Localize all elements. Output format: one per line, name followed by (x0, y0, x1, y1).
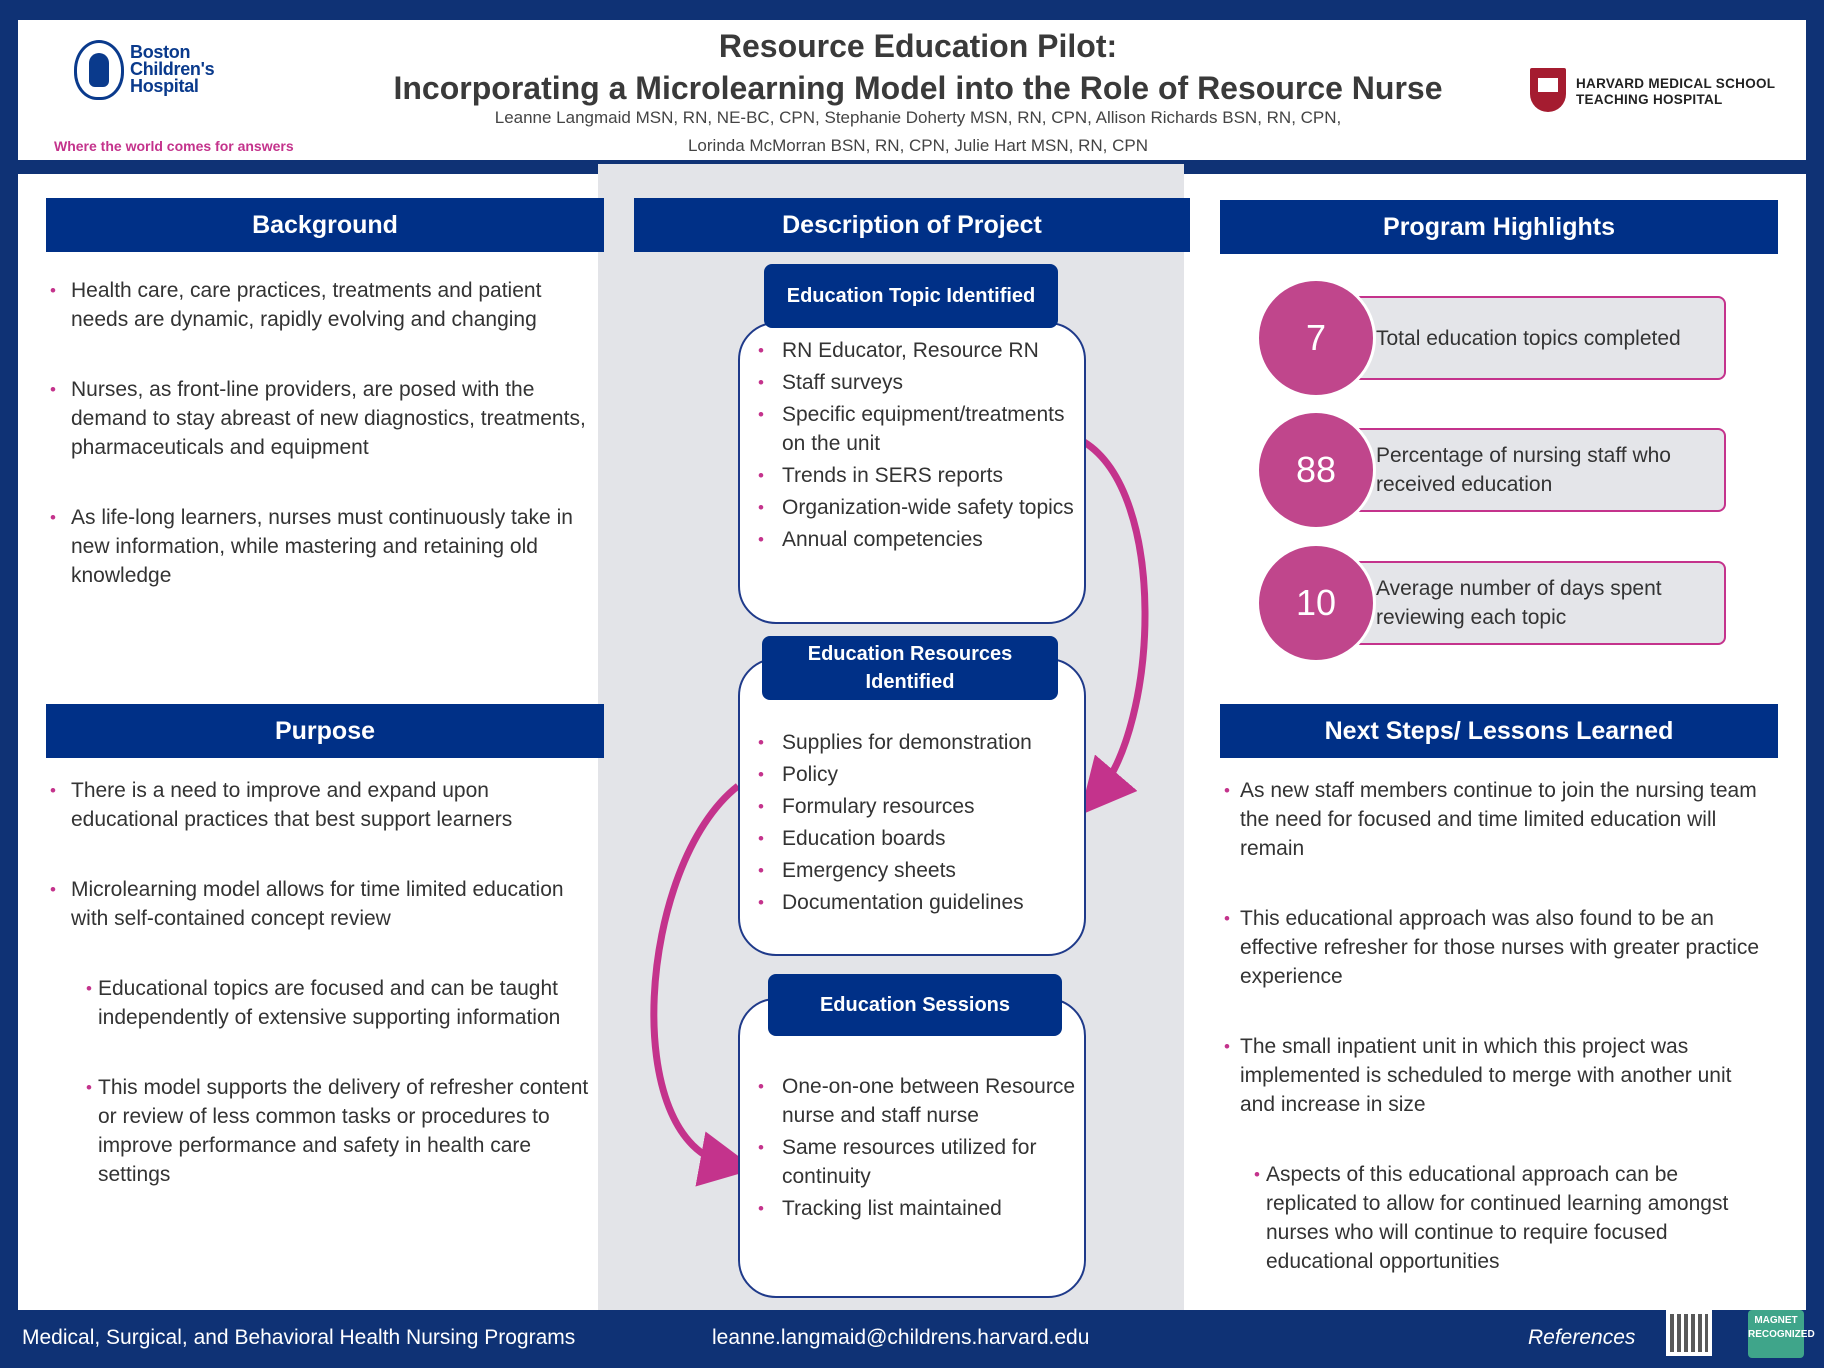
poster-title-line1: Resource Education Pilot: (718, 28, 1118, 64)
list-item: Health care, care practices, treatments … (46, 276, 586, 334)
resources-box-title: Education Resources Identified (762, 636, 1058, 700)
list-item: Specific equipment/treatments on the uni… (758, 400, 1078, 458)
hms-logo-text: HARVARD MEDICAL SCHOOL TEACHING HOSPITAL (1576, 76, 1776, 107)
references-link[interactable]: References (1528, 1326, 1636, 1349)
resources-box: Supplies for demonstration Policy Formul… (738, 658, 1086, 956)
list-item: There is a need to improve and expand up… (46, 776, 596, 834)
list-item: Trends in SERS reports (758, 461, 1078, 490)
highlight-value: 7 (1256, 278, 1376, 398)
topic-box: RN Educator, Resource RN Staff surveys S… (738, 322, 1086, 624)
list-item: Emergency sheets (758, 856, 1078, 885)
purpose-list: There is a need to improve and expand up… (46, 776, 596, 1230)
list-item: This educational approach was also found… (1220, 904, 1770, 991)
list-item: As new staff members continue to join th… (1220, 776, 1770, 863)
list-item: Policy (758, 760, 1078, 789)
list-item: RN Educator, Resource RN (758, 336, 1078, 365)
resources-list: Supplies for demonstration Policy Formul… (758, 728, 1078, 920)
magnet-badge: MAGNET RECOGNIZED (1748, 1310, 1815, 1358)
list-item: Formulary resources (758, 792, 1078, 821)
authors-line2: Lorinda McMorran BSN, RN, CPN, Julie Har… (687, 136, 1149, 155)
arrow-to-resources (1079, 439, 1149, 816)
highlight-value: 10 (1256, 543, 1376, 663)
sessions-list: One-on-one between Resource nurse and st… (758, 1072, 1078, 1226)
list-item: Education boards (758, 824, 1078, 853)
list-item: Same resources utilized for continuity (758, 1133, 1078, 1191)
sessions-box: One-on-one between Resource nurse and st… (738, 998, 1086, 1298)
poster-header: Boston Children's Hospital Where the wor… (18, 20, 1806, 158)
sessions-box-title: Education Sessions (768, 974, 1062, 1036)
highlight-pill (1336, 561, 1726, 645)
background-list: Health care, care practices, treatments … (46, 276, 586, 631)
list-item: Annual competencies (758, 525, 1078, 554)
highlight-topics: Total education topics completed 7 (1256, 278, 1736, 398)
list-item: The small inpatient unit in which this p… (1220, 1032, 1770, 1119)
poster-title-line2: Incorporating a Microlearning Model into… (393, 70, 1443, 106)
flow-arrows (650, 439, 1149, 1187)
poster-footer: Medical, Surgical, and Behavioral Health… (0, 1310, 1824, 1368)
mother-child-icon (74, 40, 124, 100)
highlight-value: 88 (1256, 410, 1376, 530)
arrow-to-sessions (650, 783, 756, 1187)
highlight-days: Average number of days spent reviewing e… (1256, 543, 1736, 663)
description-heading: Description of Project (634, 198, 1190, 252)
list-item: One-on-one between Resource nurse and st… (758, 1072, 1078, 1130)
list-item: Tracking list maintained (758, 1194, 1078, 1223)
program-name: Medical, Surgical, and Behavioral Health… (22, 1326, 576, 1349)
highlights-heading: Program Highlights (1220, 200, 1778, 254)
topic-box-title: Education Topic Identified (764, 264, 1058, 328)
logo-name: Boston Children's Hospital (130, 42, 215, 96)
list-item: Staff surveys (758, 368, 1078, 397)
list-item: Documentation guidelines (758, 888, 1078, 917)
highlight-label: Total education topics completed (1376, 326, 1681, 350)
highlight-label: Average number of days spent reviewing e… (1376, 577, 1662, 629)
topic-list: RN Educator, Resource RN Staff surveys S… (758, 336, 1078, 557)
list-subitem: This model supports the delivery of refr… (84, 1073, 596, 1189)
background-heading: Background (46, 198, 604, 252)
highlight-staff: Percentage of nursing staff who received… (1256, 410, 1736, 530)
logo-tagline: Where the world comes for answers (54, 138, 294, 154)
list-subitem: Educational topics are focused and can b… (84, 974, 596, 1032)
contact-email[interactable]: leanne.langmaid@childrens.harvard.edu (712, 1326, 1090, 1349)
purpose-heading: Purpose (46, 704, 604, 758)
authors-line1: Leanne Langmaid MSN, RN, NE-BC, CPN, Ste… (494, 108, 1342, 127)
list-item: Supplies for demonstration (758, 728, 1078, 757)
highlight-pill (1336, 296, 1726, 380)
list-item: Organization-wide safety topics (758, 493, 1078, 522)
qr-code-icon[interactable] (1666, 1310, 1712, 1356)
list-item: Nurses, as front-line providers, are pos… (46, 375, 586, 462)
list-subitem: Aspects of this educational approach can… (1252, 1160, 1770, 1276)
list-item: Microlearning model allows for time limi… (46, 875, 596, 933)
next-steps-heading: Next Steps/ Lessons Learned (1220, 704, 1778, 758)
highlight-pill (1336, 428, 1726, 512)
list-item: As life-long learners, nurses must conti… (46, 503, 586, 590)
harvard-shield-icon (1530, 68, 1566, 112)
highlight-label: Percentage of nursing staff who received… (1376, 444, 1671, 496)
next-steps-list: As new staff members continue to join th… (1220, 776, 1770, 1276)
